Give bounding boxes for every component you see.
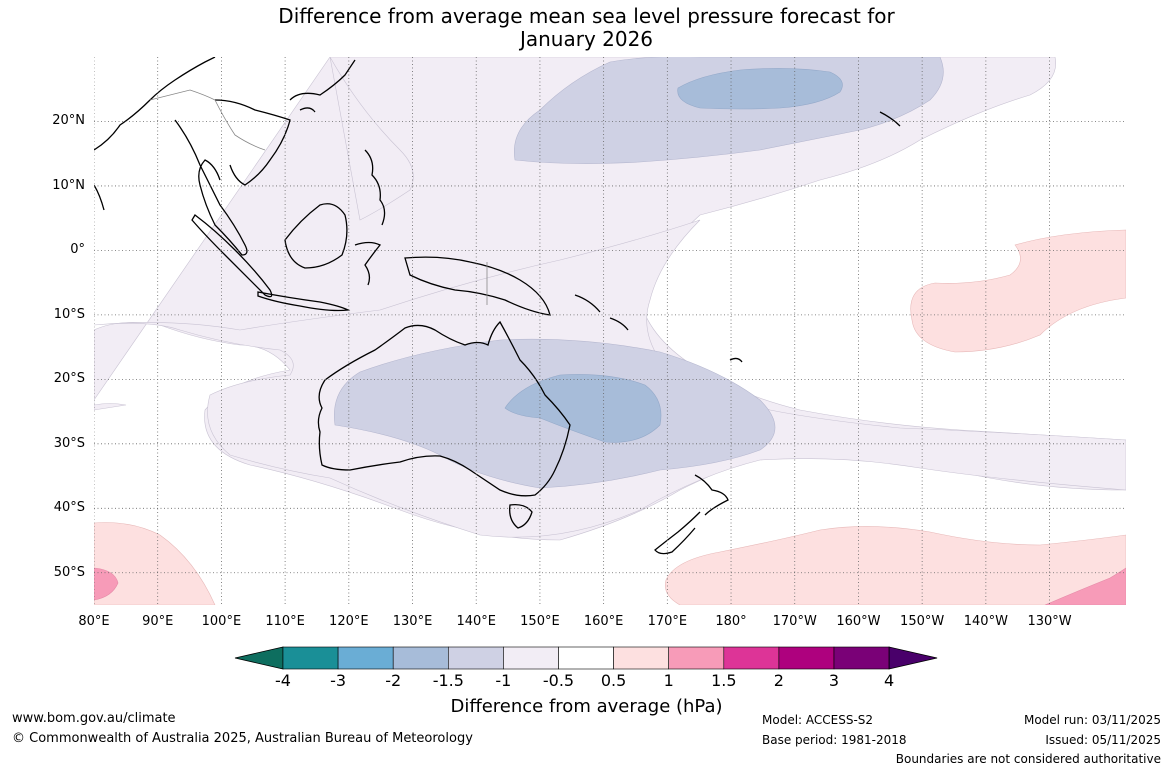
longitude-label: 170°W: [772, 614, 817, 629]
longitude-label: 120°E: [329, 614, 369, 629]
colorbar-label: Difference from average (hPa): [450, 696, 723, 717]
longitude-label: 180°: [715, 614, 747, 629]
colorbar-extend-low: [234, 646, 284, 670]
longitude-label: 110°E: [265, 614, 305, 629]
colorbar-segment: [668, 646, 725, 670]
longitude-label: 150°W: [900, 614, 945, 629]
model-text: Model: ACCESS-S2: [762, 713, 874, 727]
longitude-label: 130°E: [392, 614, 433, 629]
longitude-label: 140°W: [963, 614, 1008, 629]
latitude-label: 50°S: [53, 564, 85, 580]
colorbar-tick-label: 3: [828, 671, 840, 690]
graticule: [94, 57, 1126, 605]
longitude-label: 130°W: [1027, 614, 1072, 629]
colorbar-segment: [558, 646, 614, 670]
latitude-label: 40°S: [53, 500, 85, 516]
anomaly-blue-north-pacific: [677, 68, 843, 110]
colorbar-segment: [447, 646, 504, 670]
longitude-label: 80°E: [78, 614, 110, 629]
country-borders: [149, 89, 488, 305]
colorbar-tick-label: 4: [884, 671, 895, 690]
colorbar-segment: [282, 646, 339, 670]
latitude-label: 30°S: [53, 435, 85, 451]
colorbar-segment: [778, 646, 835, 670]
map-title-line1: Difference from average mean sea level p…: [278, 4, 895, 28]
latitude-label: 20°S: [53, 371, 85, 387]
longitude-label: 150°E: [520, 614, 560, 629]
latitude-label: 10°S: [53, 306, 85, 322]
colorbar-tick-label: 2: [773, 671, 784, 690]
base-period-text: Base period: 1981-2018: [762, 733, 907, 747]
colorbar-tick-label: -1.5: [432, 671, 464, 690]
anomaly-mid-pink-southwest: [94, 567, 119, 601]
colorbar-tick-label: 1: [663, 671, 674, 690]
colorbar: [234, 646, 938, 670]
longitude-label: 140°E: [456, 614, 496, 629]
issued-text: Issued: 05/11/2025: [1045, 733, 1161, 747]
colorbar-extend-high: [888, 646, 938, 670]
latitude-label: 0°: [70, 242, 85, 258]
colorbar-segment: [613, 646, 669, 670]
website-link[interactable]: www.bom.gov.au/climate: [12, 711, 176, 726]
colorbar-segment: [503, 646, 559, 670]
colorbar-segment: [337, 646, 394, 670]
colorbar-tick-label: -1: [495, 671, 512, 690]
model-run-text: Model run: 03/11/2025: [1023, 713, 1161, 727]
copyright-text: © Commonwealth of Australia 2025, Austra…: [12, 731, 473, 746]
colorbar-tick-label: -4: [275, 671, 291, 690]
coastlines: [94, 57, 901, 555]
anomaly-pink-southwest: [94, 522, 216, 605]
anomaly-mid-pink-southeast: [1044, 567, 1126, 605]
colorbar-tick-label: -0.5: [542, 671, 575, 690]
colorbar-tick-label: -3: [330, 671, 347, 690]
longitude-label: 100°E: [201, 614, 242, 629]
colorbar-segment: [392, 646, 449, 670]
colorbar-tick-label: 0.5: [600, 671, 627, 690]
latitude-label: 20°N: [52, 113, 85, 129]
longitude-label: 90°E: [142, 614, 174, 629]
longitude-label: 160°W: [836, 614, 881, 629]
anomaly-pink-east-pacific: [910, 229, 1126, 353]
colorbar-tick-label: 1.5: [711, 671, 737, 690]
longitude-label: 170°E: [647, 614, 688, 629]
anomaly-pink-south-pacific: [665, 526, 1126, 605]
longitude-label: 160°E: [583, 614, 624, 629]
map-title-line2: January 2026: [519, 27, 654, 51]
colorbar-tick-label: -2: [385, 671, 402, 690]
disclaimer-text: Boundaries are not considered authoritat…: [895, 752, 1161, 766]
latitude-label: 10°N: [52, 177, 85, 193]
colorbar-segment: [833, 646, 890, 670]
colorbar-segment: [723, 646, 780, 670]
